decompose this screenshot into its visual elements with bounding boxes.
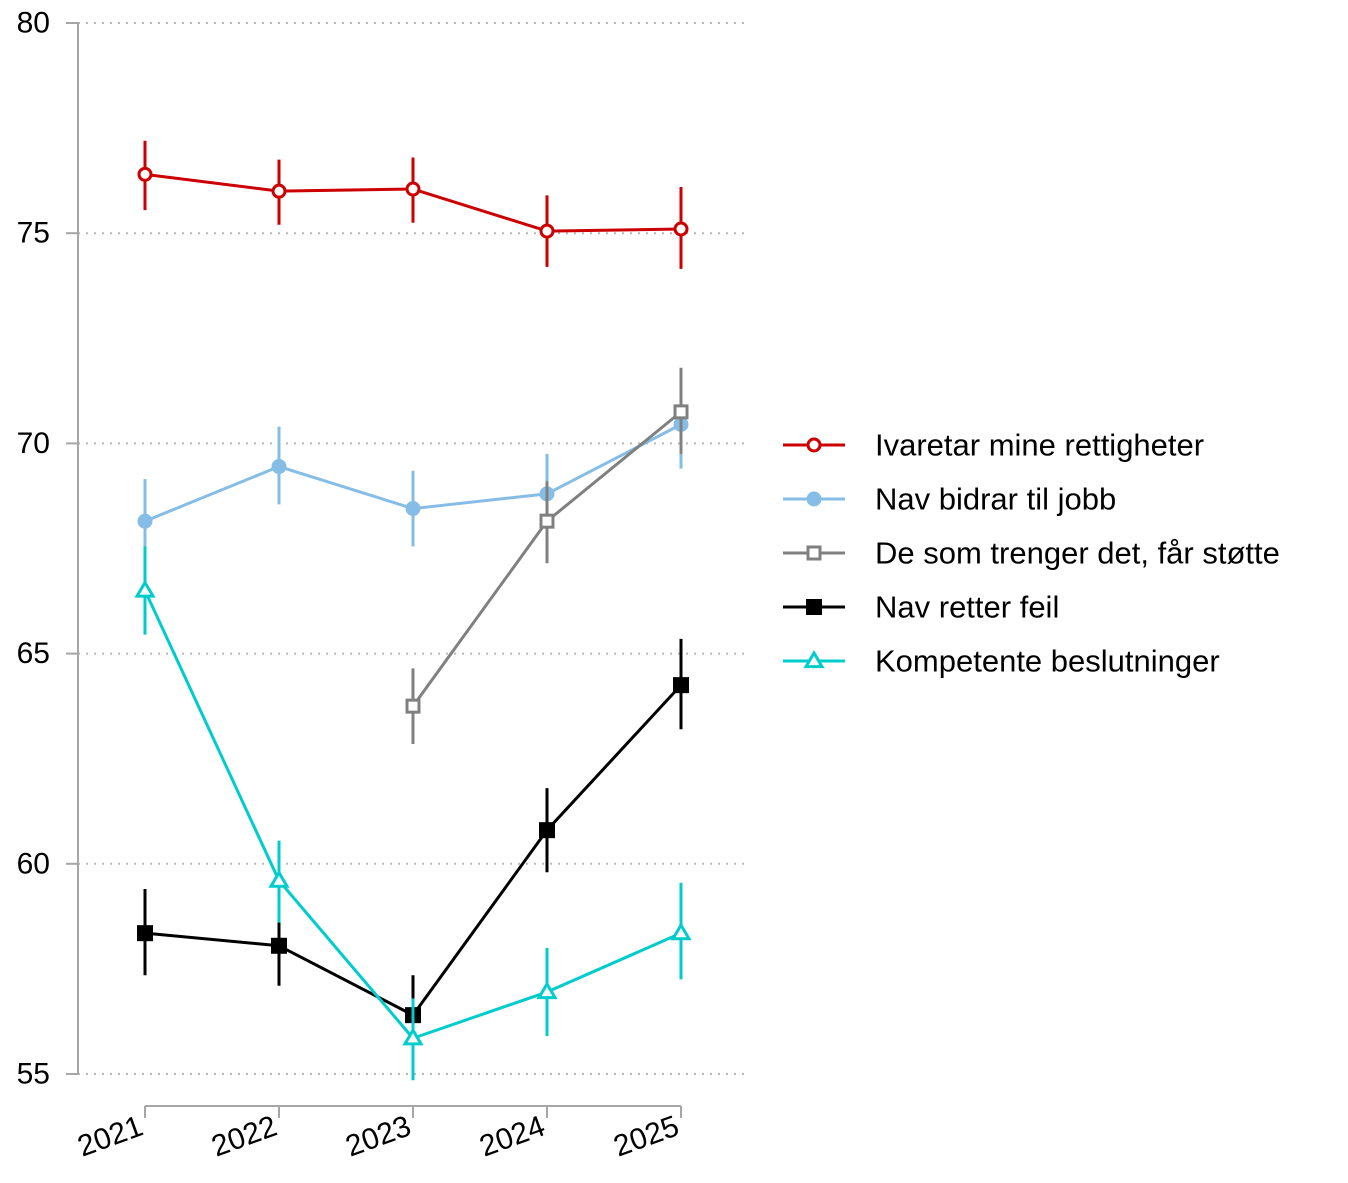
x-tick-label-2022: 2022 <box>207 1110 281 1164</box>
series-3-point-2025 <box>673 404 689 420</box>
legend-marker-5 <box>803 650 825 669</box>
legend-label-4: Nav retter feil <box>875 590 1059 625</box>
series-2-point-2022 <box>271 459 287 475</box>
series-1-point-2022 <box>271 183 287 199</box>
series-5-point-2024 <box>536 981 558 1000</box>
legend-item-5: Kompetente beslutninger <box>783 644 1220 679</box>
legend-label-3: De som trenger det, får støtte <box>875 536 1280 571</box>
x-tick-label-2023: 2023 <box>341 1110 415 1164</box>
y-tick-label-65: 65 <box>17 637 50 670</box>
y-tick-label-55: 55 <box>17 1058 50 1091</box>
series-1-point-2023 <box>405 181 421 197</box>
series-5-point-2021 <box>134 579 156 598</box>
x-tick-label-2024: 2024 <box>475 1110 549 1164</box>
axes: 55 60 65 70 75 80 2021 2022 2023 2024 2025 <box>17 7 684 1164</box>
y-tick-label-80: 80 <box>17 7 50 40</box>
y-tick-label-60: 60 <box>17 847 50 880</box>
series-3-point-2024 <box>539 513 555 529</box>
series-5-point-2022 <box>268 869 290 888</box>
series-2-point-2021 <box>137 513 153 529</box>
legend: Ivaretar mine rettigheter Nav bidrar til … <box>783 428 1280 679</box>
legend-item-4: Nav retter feil <box>783 590 1059 625</box>
legend-label-5: Kompetente beslutninger <box>875 644 1220 679</box>
series-5-line <box>143 589 682 1040</box>
x-tick-label-2025: 2025 <box>609 1110 683 1164</box>
y-tick-label-70: 70 <box>17 427 50 460</box>
series-5 <box>134 546 692 1081</box>
series-1-point-2025 <box>673 221 689 237</box>
series-1-point-2021 <box>137 166 153 182</box>
series-layer <box>134 140 692 1081</box>
series-4-point-2022 <box>271 937 287 954</box>
series-1-point-2024 <box>539 223 555 239</box>
legend-marker-4 <box>806 599 822 615</box>
series-1 <box>137 140 689 269</box>
series-3-point-2023 <box>405 698 421 714</box>
x-tick-label-2021: 2021 <box>73 1110 147 1164</box>
legend-label-2: Nav bidrar til jobb <box>875 482 1116 517</box>
series-2-point-2023 <box>405 501 421 517</box>
legend-marker-3 <box>806 545 822 561</box>
legend-marker-2 <box>806 491 822 507</box>
series-5-point-2023 <box>402 1027 424 1046</box>
series-4-point-2025 <box>673 677 689 694</box>
legend-item-3: De som trenger det, får støtte <box>783 536 1280 571</box>
legend-label-1: Ivaretar mine rettigheter <box>875 428 1204 463</box>
series-4-point-2024 <box>539 822 555 839</box>
y-tick-label-75: 75 <box>17 217 50 250</box>
series-5-point-2025 <box>670 922 692 941</box>
series-4-point-2021 <box>137 925 153 942</box>
series-3 <box>405 367 689 744</box>
legend-item-2: Nav bidrar til jobb <box>783 482 1116 517</box>
legend-marker-1 <box>806 437 822 453</box>
legend-item-1: Ivaretar mine rettigheter <box>783 428 1204 463</box>
